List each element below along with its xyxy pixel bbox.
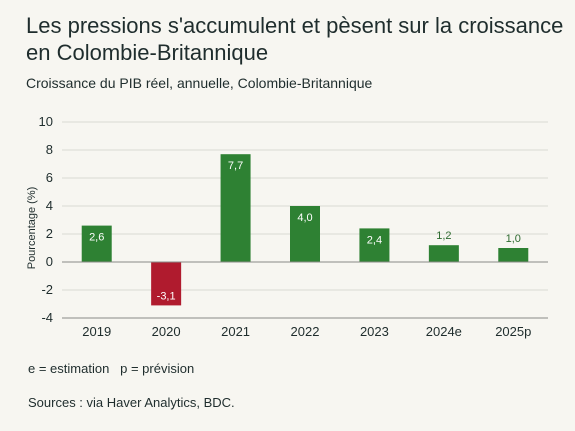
estimation-note: e = estimation p = prévision <box>28 361 195 376</box>
y-tick-label: 0 <box>46 254 53 269</box>
chart-title: Les pressions s'accumulent et pèsent sur… <box>26 13 564 65</box>
x-tick-label: 2021 <box>221 324 250 339</box>
data-label: 1,0 <box>506 233 521 245</box>
y-tick-label: 4 <box>46 198 53 213</box>
zero-line-layer <box>62 261 548 319</box>
data-labels: 2,6 -3,1 7,7 4,0 2,4 1,2 1,0 <box>89 160 521 302</box>
data-label: 2,4 <box>367 234 382 246</box>
y-tick-labels: -4 -2 0 2 4 6 8 10 <box>39 114 53 325</box>
y-tick-label: -4 <box>41 310 53 325</box>
data-label: 7,7 <box>228 160 243 172</box>
bars <box>81 154 529 306</box>
data-label: 2,6 <box>89 232 104 244</box>
data-label: 1,2 <box>436 230 451 242</box>
x-tick-label: 2019 <box>82 324 111 339</box>
y-tick-label: 10 <box>39 114 53 129</box>
chart-subtitle: Croissance du PIB réel, annuelle, Colomb… <box>26 75 373 91</box>
y-tick-label: 2 <box>46 226 53 241</box>
y-tick-label: 8 <box>46 142 53 157</box>
sources-note: Sources : via Haver Analytics, BDC. <box>28 395 235 410</box>
x-tick-label: 2022 <box>291 324 320 339</box>
bar-2019 <box>81 225 112 262</box>
x-tick-label: 2025p <box>495 324 531 339</box>
bar-2020 <box>151 262 182 306</box>
x-tick-label: 2023 <box>360 324 389 339</box>
x-tick-label: 2020 <box>152 324 181 339</box>
data-label: -3,1 <box>157 290 176 302</box>
bar-2024e <box>428 245 459 262</box>
bar-2021 <box>220 154 251 262</box>
y-tick-label: 6 <box>46 170 53 185</box>
bar-2022 <box>290 206 320 262</box>
data-label: 4,0 <box>297 212 312 224</box>
x-tick-label: 2024e <box>426 324 462 339</box>
y-tick-label: -2 <box>41 282 53 297</box>
bar-2025p <box>498 248 529 262</box>
x-tick-labels: 2019 2020 2021 2022 2023 2024e 2025p <box>82 324 531 339</box>
bar-2023 <box>359 228 390 262</box>
